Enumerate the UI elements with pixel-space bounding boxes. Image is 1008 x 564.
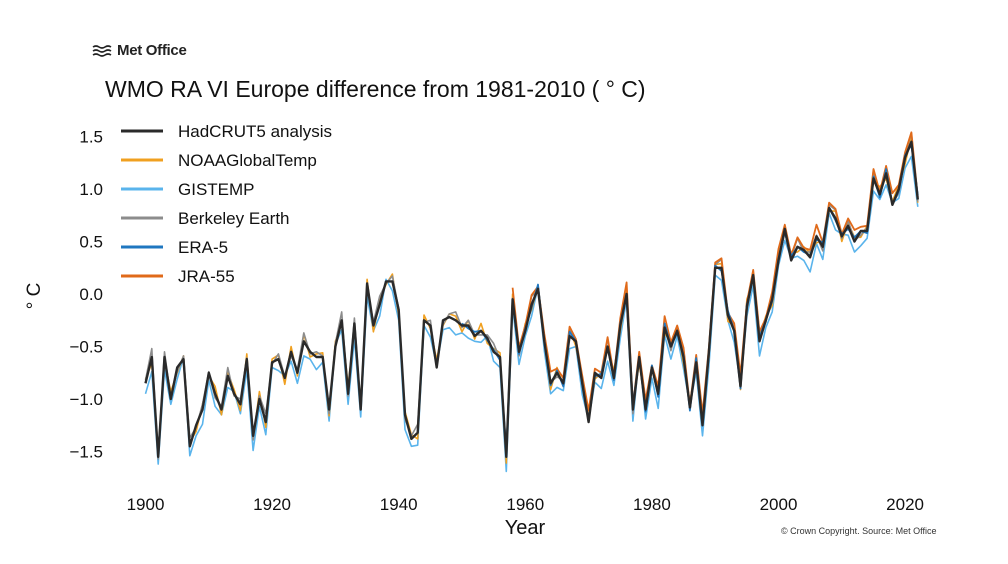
wave-lines-icon: [92, 44, 112, 57]
legend-label: ERA-5: [178, 238, 228, 257]
chart-title: WMO RA VI Europe difference from 1981-20…: [105, 76, 646, 102]
y-axis-label: ° C: [24, 283, 45, 310]
series-lines: [144, 131, 919, 473]
y-tick-label: 0.5: [79, 233, 103, 252]
y-tick-label: 0.0: [79, 285, 103, 304]
y-tick-label: −0.5: [69, 338, 103, 357]
y-tick-label: 1.0: [79, 180, 103, 199]
y-tick-label: −1.5: [69, 443, 103, 462]
legend-label: NOAAGlobalTemp: [178, 151, 317, 170]
legend-label: GISTEMP: [178, 180, 255, 199]
series-line-hadcrut5-analysis: [144, 140, 919, 458]
series-line-gistemp: [144, 155, 919, 473]
x-axis-label: Year: [505, 517, 546, 539]
x-tick-label: 1940: [380, 495, 418, 514]
legend-label: JRA-55: [178, 267, 235, 286]
x-tick-label: 1980: [633, 495, 671, 514]
legend-label: HadCRUT5 analysis: [178, 122, 332, 141]
y-tick-label: 1.5: [79, 128, 103, 147]
axes: −1.5 −1.0 −0.5 0.0 0.5 1.0 1.5 1900 1920 1940 1960…: [69, 128, 924, 515]
x-tick-label: 1900: [127, 495, 165, 514]
x-tick-label: 1960: [506, 495, 544, 514]
legend-label: Berkeley Earth: [178, 209, 290, 228]
y-tick-label: −1.0: [69, 390, 103, 409]
met-office-logo: Met Office: [92, 42, 187, 59]
x-tick-label: 2000: [760, 495, 798, 514]
x-tick-label: 1920: [253, 495, 291, 514]
x-tick-label: 2020: [886, 495, 924, 514]
copyright-note: © Crown Copyright. Source: Met Office: [781, 526, 937, 536]
legend: HadCRUT5 analysis NOAAGlobalTemp GISTEMP Be…: [121, 122, 332, 286]
logo-text: Met Office: [117, 42, 187, 59]
